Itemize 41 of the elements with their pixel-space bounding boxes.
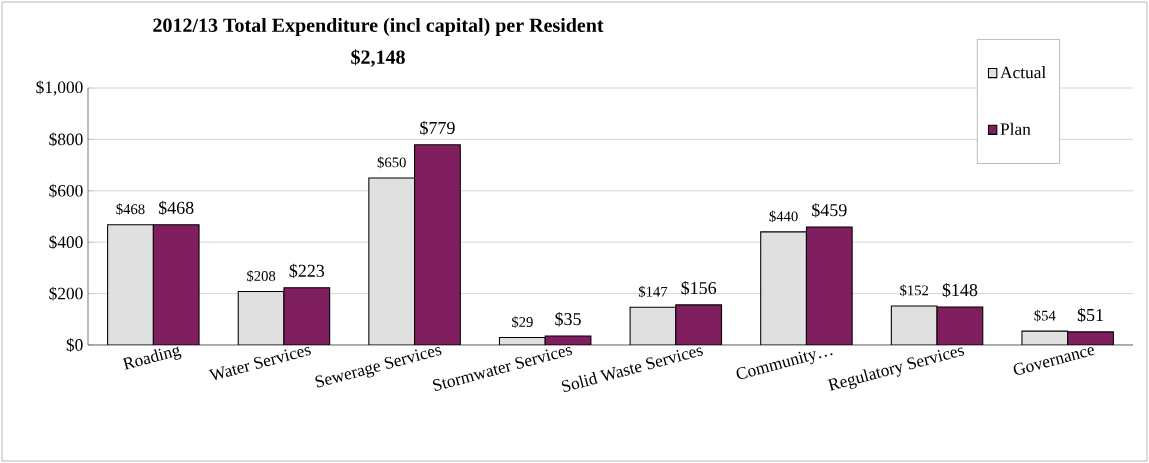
y-tick-label: $1,000	[36, 80, 83, 96]
chart-subtitle: $2,148	[351, 49, 405, 67]
y-tick-label: $200	[49, 286, 83, 301]
data-label: $459	[812, 203, 847, 218]
data-label: $650	[377, 156, 406, 169]
bar	[890, 305, 938, 345]
data-label: $29	[511, 316, 533, 328]
data-label: $779	[420, 120, 455, 136]
bar	[936, 306, 984, 345]
data-label: $468	[158, 200, 194, 216]
bar	[368, 177, 416, 345]
bar	[283, 287, 331, 345]
data-label: $156	[681, 280, 717, 296]
data-label: $35	[555, 311, 581, 327]
bar	[760, 231, 807, 345]
data-label: $51	[1077, 307, 1103, 323]
bar	[675, 304, 723, 345]
bar	[629, 306, 677, 345]
chart-title: 2012/13 Total Expenditure (incl capital) per Resident	[153, 17, 604, 37]
y-tick-label: $0	[66, 338, 83, 352]
data-label: $468	[116, 203, 145, 216]
legend-label: Actual	[1000, 66, 1046, 79]
x-tick-label: Roading	[122, 346, 182, 370]
data-label: $223	[289, 263, 325, 279]
data-label: $148	[942, 282, 978, 298]
x-tick-label: Water Services	[208, 346, 311, 381]
y-tick-label: $600	[49, 183, 83, 198]
data-label: $147	[638, 285, 668, 298]
y-tick-label: $400	[49, 235, 83, 250]
bar	[414, 144, 461, 345]
bar	[237, 290, 285, 345]
data-label: $54	[1034, 309, 1056, 322]
bar	[805, 226, 853, 345]
y-tick-label: $800	[49, 132, 83, 147]
bar	[152, 224, 200, 345]
data-label: $152	[900, 284, 929, 297]
data-label: $208	[247, 270, 276, 282]
x-tick-label: Governance	[1013, 347, 1095, 375]
data-label: $440	[769, 210, 798, 223]
bar	[107, 224, 154, 345]
legend-label: Plan	[1000, 122, 1031, 135]
